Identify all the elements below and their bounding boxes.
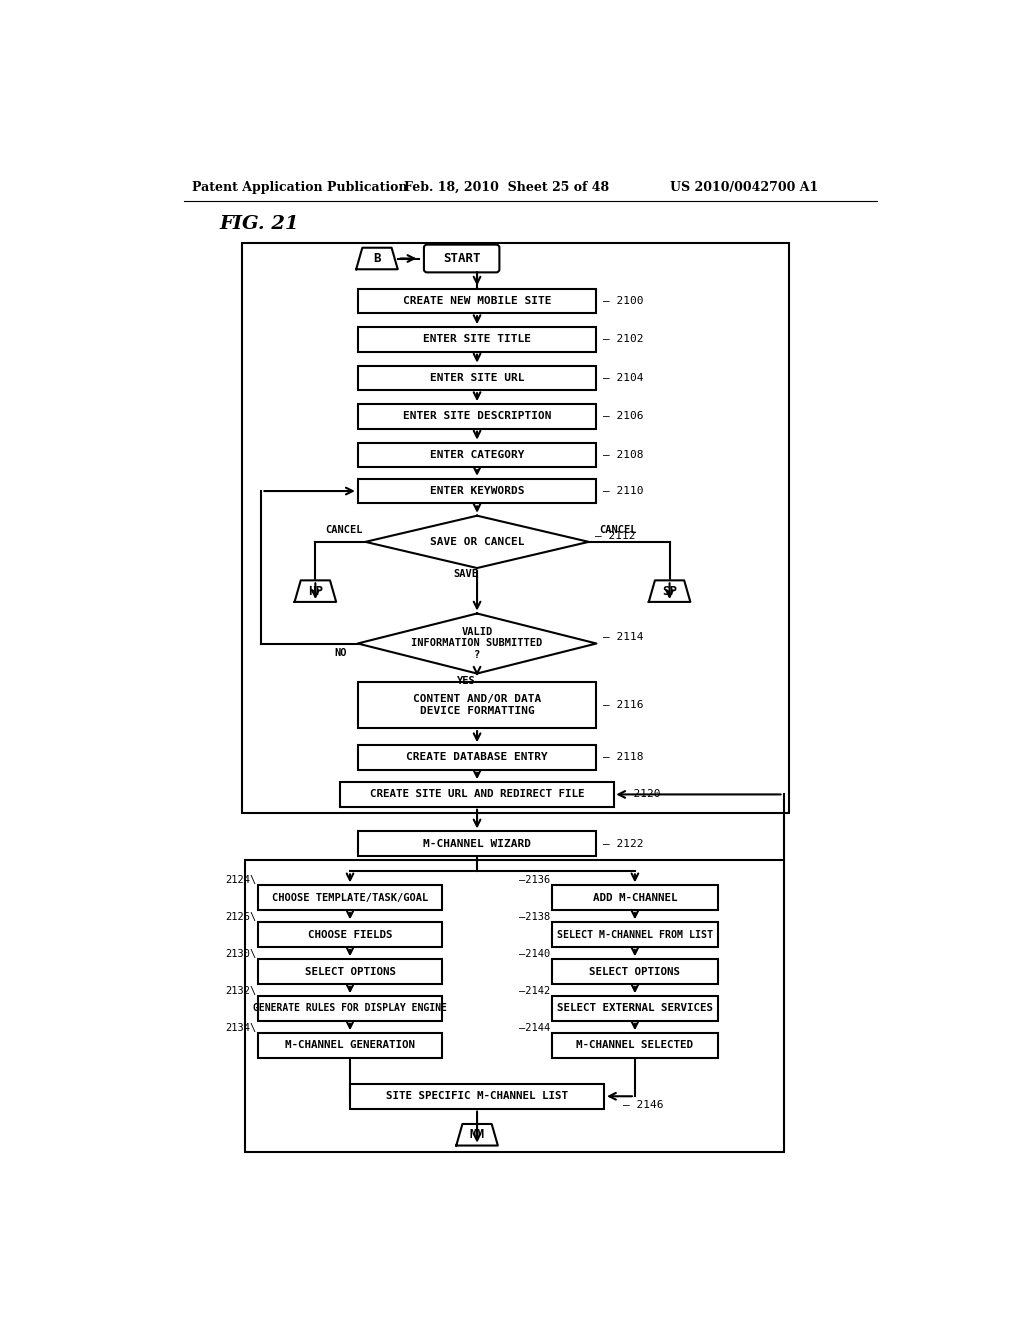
Text: — 2118: — 2118 [602, 752, 643, 763]
Text: US 2010/0042700 A1: US 2010/0042700 A1 [670, 181, 818, 194]
Text: SELECT OPTIONS: SELECT OPTIONS [304, 966, 395, 977]
Text: SAVE: SAVE [454, 569, 479, 579]
Text: —2144: —2144 [519, 1023, 551, 1032]
Text: 2134\: 2134\ [225, 1023, 256, 1032]
Text: SELECT OPTIONS: SELECT OPTIONS [590, 966, 680, 977]
Text: GENERATE RULES FOR DISPLAY ENGINE: GENERATE RULES FOR DISPLAY ENGINE [253, 1003, 446, 1014]
Text: CANCEL: CANCEL [325, 524, 362, 535]
Text: CANCEL: CANCEL [599, 524, 637, 535]
Text: SELECT M-CHANNEL FROM LIST: SELECT M-CHANNEL FROM LIST [557, 929, 713, 940]
Text: ENTER SITE DESCRIPTION: ENTER SITE DESCRIPTION [402, 412, 551, 421]
Bar [258, 960, 442, 983]
Text: — 2104: — 2104 [602, 372, 643, 383]
Text: ENTER SITE TITLE: ENTER SITE TITLE [423, 334, 531, 345]
Bar [258, 886, 442, 909]
Text: YES: YES [457, 676, 476, 686]
Text: CREATE SITE URL AND REDIRECT FILE: CREATE SITE URL AND REDIRECT FILE [370, 789, 585, 800]
Bar [552, 997, 718, 1020]
Bar [357, 832, 596, 857]
Text: —2138: —2138 [519, 912, 551, 921]
Bar [357, 327, 596, 351]
Bar [245, 859, 783, 1151]
Text: M-CHANNEL SELECTED: M-CHANNEL SELECTED [577, 1040, 693, 1051]
Polygon shape [295, 581, 336, 602]
Polygon shape [366, 516, 589, 568]
Text: 2124\: 2124\ [225, 875, 256, 884]
Bar [357, 442, 596, 467]
Bar [552, 960, 718, 983]
Text: Feb. 18, 2010  Sheet 25 of 48: Feb. 18, 2010 Sheet 25 of 48 [403, 181, 609, 194]
Bar [357, 289, 596, 313]
Text: CONTENT AND/OR DATA
DEVICE FORMATTING: CONTENT AND/OR DATA DEVICE FORMATTING [413, 694, 542, 715]
Text: — 2122: — 2122 [602, 838, 643, 849]
Text: HP: HP [308, 585, 323, 598]
Bar [357, 404, 596, 429]
Text: ENTER SITE URL: ENTER SITE URL [430, 372, 524, 383]
Bar [357, 744, 596, 770]
Text: — 2102: — 2102 [602, 334, 643, 345]
Bar [340, 781, 613, 807]
Text: — 2106: — 2106 [602, 412, 643, 421]
Text: —2136: —2136 [519, 875, 551, 884]
Text: Patent Application Publication: Patent Application Publication [193, 181, 408, 194]
Bar [350, 1084, 604, 1109]
Text: B: B [373, 252, 381, 265]
Text: — 2146: — 2146 [624, 1101, 664, 1110]
Text: — 2120: — 2120 [620, 789, 660, 800]
Text: START: START [443, 252, 480, 265]
Text: 2130\: 2130\ [225, 949, 256, 958]
Text: — 2116: — 2116 [602, 700, 643, 710]
Text: FIG. 21: FIG. 21 [219, 215, 299, 232]
Text: ENTER CATEGORY: ENTER CATEGORY [430, 450, 524, 459]
Text: — 2112: — 2112 [595, 531, 635, 541]
Polygon shape [649, 581, 690, 602]
Bar [357, 682, 596, 729]
Bar [552, 923, 718, 946]
Text: SELECT EXTERNAL SERVICES: SELECT EXTERNAL SERVICES [557, 1003, 713, 1014]
Text: NO: NO [335, 648, 347, 657]
Text: — 2110: — 2110 [602, 486, 643, 496]
Text: —2142: —2142 [519, 986, 551, 995]
Text: —2140: —2140 [519, 949, 551, 958]
Bar [258, 997, 442, 1020]
Text: CREATE NEW MOBILE SITE: CREATE NEW MOBILE SITE [402, 296, 551, 306]
Text: MM: MM [470, 1129, 484, 1142]
Bar [552, 886, 718, 909]
FancyBboxPatch shape [424, 244, 500, 272]
Text: CREATE DATABASE ENTRY: CREATE DATABASE ENTRY [407, 752, 548, 763]
Text: 2132\: 2132\ [225, 986, 256, 995]
Bar [258, 1034, 442, 1057]
Text: CHOOSE TEMPLATE/TASK/GOAL: CHOOSE TEMPLATE/TASK/GOAL [272, 892, 428, 903]
Bar [357, 366, 596, 391]
Text: — 2108: — 2108 [602, 450, 643, 459]
Polygon shape [357, 614, 596, 673]
Text: ADD M-CHANNEL: ADD M-CHANNEL [593, 892, 677, 903]
Text: — 2100: — 2100 [602, 296, 643, 306]
Text: SAVE OR CANCEL: SAVE OR CANCEL [430, 537, 524, 546]
Bar [357, 479, 596, 503]
Text: ENTER KEYWORDS: ENTER KEYWORDS [430, 486, 524, 496]
Polygon shape [457, 1125, 498, 1146]
Bar [243, 243, 788, 813]
Text: CHOOSE FIELDS: CHOOSE FIELDS [308, 929, 392, 940]
Bar [552, 1034, 718, 1057]
Polygon shape [356, 248, 397, 269]
Text: SP: SP [663, 585, 677, 598]
Text: 2126\: 2126\ [225, 912, 256, 921]
Text: M-CHANNEL WIZARD: M-CHANNEL WIZARD [423, 838, 531, 849]
Text: SITE SPECIFIC M-CHANNEL LIST: SITE SPECIFIC M-CHANNEL LIST [386, 1092, 568, 1101]
Text: VALID
INFORMATION SUBMITTED
?: VALID INFORMATION SUBMITTED ? [412, 627, 543, 660]
Text: — 2114: — 2114 [602, 632, 643, 643]
Bar [258, 923, 442, 946]
Text: M-CHANNEL GENERATION: M-CHANNEL GENERATION [285, 1040, 415, 1051]
